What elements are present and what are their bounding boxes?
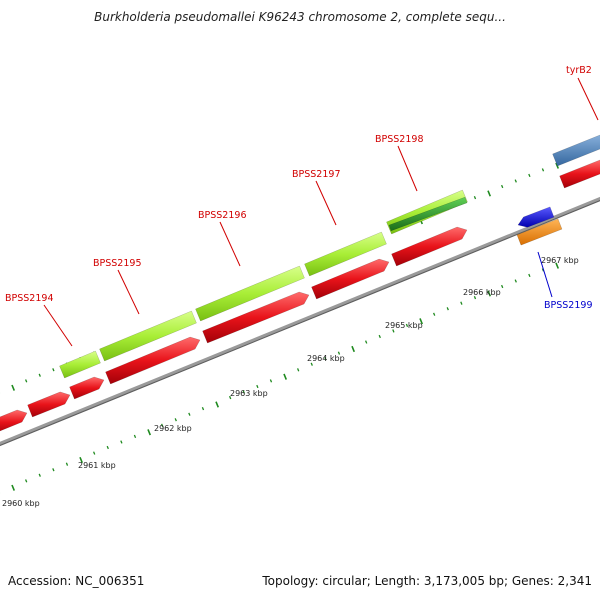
cds-reverse-orange-bar (516, 218, 563, 246)
lower-tick (24, 479, 28, 483)
upper-tick (500, 184, 504, 189)
kbp-label: 2960 kbp (2, 499, 40, 508)
lower-tick (160, 423, 164, 427)
upper-tick (514, 179, 517, 183)
gene-label-leader (397, 145, 418, 192)
lower-tick (92, 451, 96, 455)
lower-tick (528, 273, 531, 278)
gene-label-leader (315, 180, 337, 226)
lower-tick (473, 295, 477, 300)
lower-tick (133, 434, 137, 439)
lower-tick (378, 334, 381, 339)
cds-forward-arrow (105, 336, 201, 385)
cds-forward-arrow (69, 376, 105, 400)
lower-tick (106, 445, 109, 450)
lower-tick (419, 318, 424, 325)
map-title: Burkholderia pseudomallei K96243 chromos… (94, 10, 506, 24)
lower-tick (310, 362, 313, 366)
upper-tick (24, 379, 28, 383)
lower-tick (201, 407, 205, 411)
accession-text: Accession: NC_006351 (8, 574, 145, 588)
lower-tick (405, 323, 409, 328)
kbp-label: 2967 kbp (541, 256, 579, 265)
lower-tick (392, 329, 395, 333)
gene-label: BPSS2199 (544, 300, 592, 311)
lower-tick (269, 379, 273, 383)
kbp-label: 2964 kbp (307, 354, 345, 363)
lower-tick (296, 368, 300, 372)
kbp-label: 2966 kbp (463, 288, 501, 297)
gene-label-leader (537, 251, 553, 298)
cds-forward-arrow (311, 258, 390, 300)
lower-tick (256, 384, 259, 389)
backbone-shadow (0, 200, 600, 446)
lower-tick (364, 340, 368, 344)
label-layer: 2960 kbp 2961 kbp 2962 kbp 2963 kbp 2964 kbp… (2, 65, 599, 508)
lower-tick (432, 312, 436, 316)
lower-tick (188, 412, 191, 416)
upper-tick (487, 190, 492, 197)
gene-label-leader (43, 304, 73, 347)
lower-tick (215, 401, 220, 408)
lower-tick (79, 456, 84, 464)
lower-tick (324, 357, 327, 361)
lower-tick (52, 468, 55, 472)
backbone-line (0, 196, 600, 447)
lower-tick (487, 290, 492, 297)
gene-label: BPSS2195 (93, 258, 141, 269)
gene-label-leader (219, 221, 241, 267)
lower-tick (514, 279, 517, 283)
lower-tick (555, 262, 560, 269)
upper-tick (555, 162, 560, 169)
gene-label-leader (117, 269, 140, 315)
gene-highlight-bar (99, 310, 197, 362)
gene-label: BPSS2197 (292, 169, 340, 180)
kbp-label: 2963 kbp (230, 389, 268, 398)
gene-label: BPSS2198 (375, 134, 423, 145)
gene-highlight-bar (195, 265, 305, 322)
genome-summary-text: Topology: circular; Length: 3,173,005 bp… (262, 574, 592, 588)
gene-dark-bar (388, 196, 468, 232)
cds-forward-arrow (559, 159, 600, 189)
lower-tick (120, 440, 123, 444)
lower-tick (446, 307, 449, 311)
lower-tick (337, 351, 341, 355)
upper-tick (38, 373, 41, 377)
lower-tick (11, 484, 16, 491)
lower-tick (147, 429, 152, 436)
upper-tick (473, 195, 477, 200)
lower-tick (283, 373, 288, 380)
gene-highlight-bar (59, 350, 101, 379)
feature-layer (0, 134, 600, 432)
lower-tick (174, 418, 177, 422)
cds-forward-arrow (391, 226, 468, 267)
gene-label-leader (577, 77, 599, 121)
gene-label: tyrB2 (566, 65, 592, 76)
upper-tick (11, 384, 16, 391)
lower-tick (460, 301, 463, 305)
cds-forward-arrow (0, 409, 28, 432)
upper-tick (528, 173, 531, 178)
gene-highlight-bar (304, 231, 387, 277)
kbp-label: 2961 kbp (78, 461, 116, 470)
cds-forward-arrow (27, 391, 71, 418)
kbp-label: 2962 kbp (154, 424, 192, 433)
cds-forward-arrow (202, 291, 310, 344)
lower-tick (242, 390, 245, 394)
upper-tick (541, 168, 545, 172)
gene-label: BPSS2196 (198, 210, 246, 221)
gene-label: BPSS2194 (5, 293, 53, 304)
gene-steelblue-bar (552, 134, 600, 167)
lower-tick (38, 473, 41, 477)
lower-tick (228, 395, 232, 400)
lower-tick (500, 284, 504, 289)
kbp-label: 2965 kbp (385, 321, 423, 330)
cds-reverse-blue-arrow (517, 206, 555, 228)
lower-tick (351, 345, 356, 353)
upper-tick (52, 368, 55, 372)
backbone-layer (0, 196, 600, 447)
lower-tick (65, 462, 69, 466)
